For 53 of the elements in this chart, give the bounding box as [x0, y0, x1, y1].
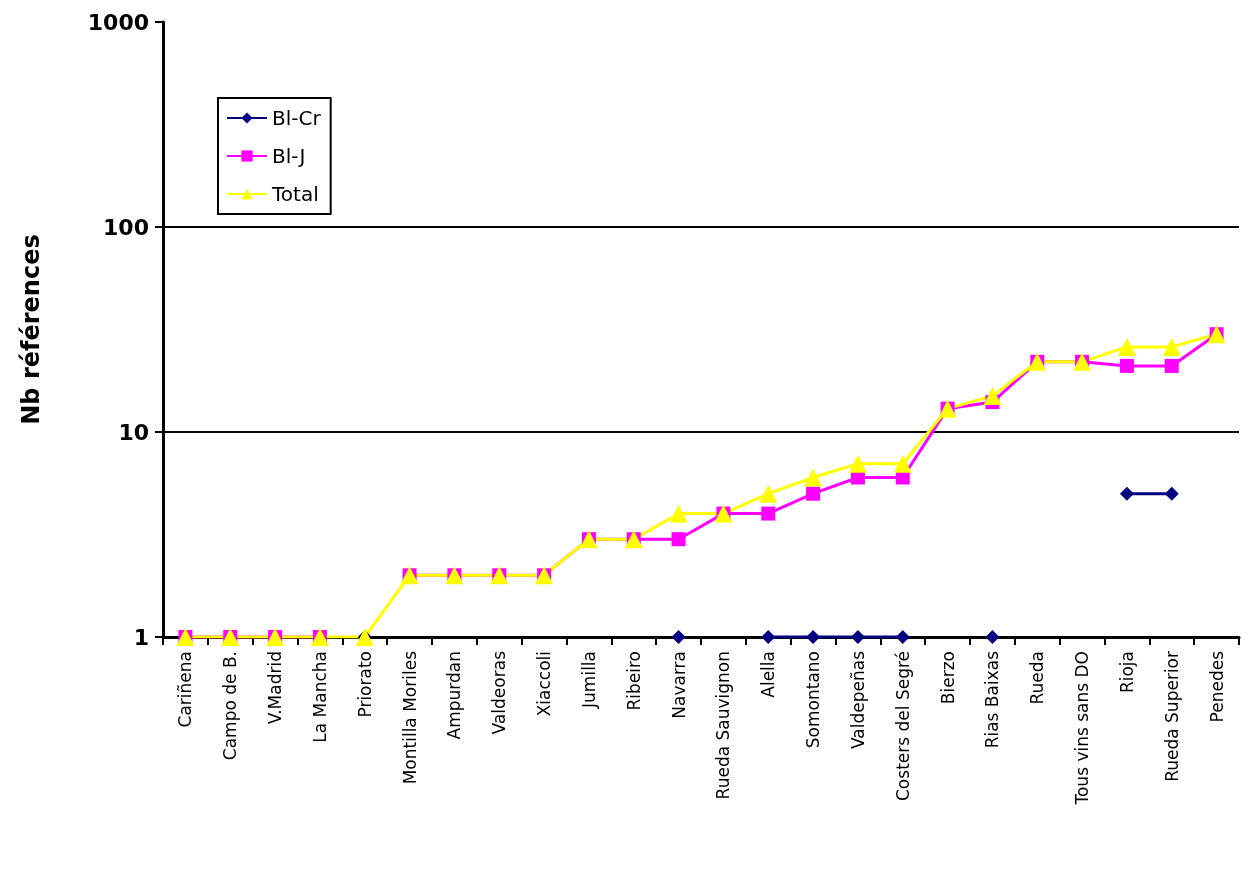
- x-tick-label: Valdepeñas: [847, 650, 868, 749]
- point: [1164, 486, 1179, 501]
- x-tick-label: Somontano: [803, 651, 824, 749]
- y-tick-label: 10: [118, 419, 149, 445]
- x-tick-label: Rueda: [1027, 651, 1048, 705]
- y-tick-label: 100: [103, 214, 149, 240]
- point: [806, 486, 821, 501]
- point: [1162, 337, 1181, 356]
- point: [1117, 337, 1136, 356]
- x-tick-label: Navarra: [668, 651, 689, 719]
- x-tick-label: V.Madrid: [265, 651, 286, 725]
- x-tick-label: Tous vins sans DO: [1072, 651, 1093, 806]
- y-tick-label: 1: [133, 624, 149, 650]
- point: [806, 630, 821, 644]
- x-tick-label: Rueda Sauvignon: [713, 651, 734, 800]
- point: [983, 386, 1002, 405]
- y-tick-label: 1000: [87, 9, 149, 35]
- point: [671, 532, 686, 547]
- x-tick-label: Rias Baixas: [982, 650, 1003, 749]
- x-tick-label: Bierzo: [937, 651, 958, 705]
- legend-label: Bl-J: [272, 144, 306, 168]
- x-tick-label: Ribeiro: [623, 651, 644, 711]
- point: [1119, 358, 1134, 373]
- point: [761, 630, 776, 644]
- x-tick-label: Ampurdan: [444, 651, 465, 740]
- x-tick-label: Campo de B.: [220, 651, 241, 761]
- x-tick-label: Cariñena: [175, 651, 196, 728]
- point: [985, 630, 1000, 644]
- x-tick-label: Jumilla: [578, 651, 599, 709]
- x-tick-label: Xiaccoli: [534, 651, 555, 717]
- point: [893, 454, 912, 473]
- x-tick-label: Montilla Moriles: [399, 650, 420, 785]
- legend-label: Total: [271, 182, 319, 206]
- point: [671, 630, 686, 644]
- point: [759, 484, 778, 503]
- point: [1164, 358, 1179, 373]
- point: [850, 630, 865, 644]
- x-tick-label: Rioja: [1116, 651, 1137, 694]
- x-tick-label: Rueda Superior: [1161, 650, 1182, 782]
- point: [804, 468, 823, 487]
- point: [895, 630, 910, 644]
- x-tick-label: Alella: [758, 651, 779, 698]
- point: [669, 504, 688, 523]
- x-tick-label: Priorato: [354, 651, 375, 718]
- point: [761, 506, 776, 521]
- x-tick-label: Costers del Segré: [892, 651, 913, 801]
- point: [848, 454, 867, 473]
- point: [1119, 486, 1134, 501]
- legend-label: Bl-Cr: [272, 106, 322, 130]
- x-tick-label: La Mancha: [309, 651, 330, 743]
- x-tick-label: Penedes: [1206, 650, 1227, 723]
- x-tick-label: Valdeoras: [489, 650, 510, 735]
- y-axis-title: Nb références: [17, 234, 45, 425]
